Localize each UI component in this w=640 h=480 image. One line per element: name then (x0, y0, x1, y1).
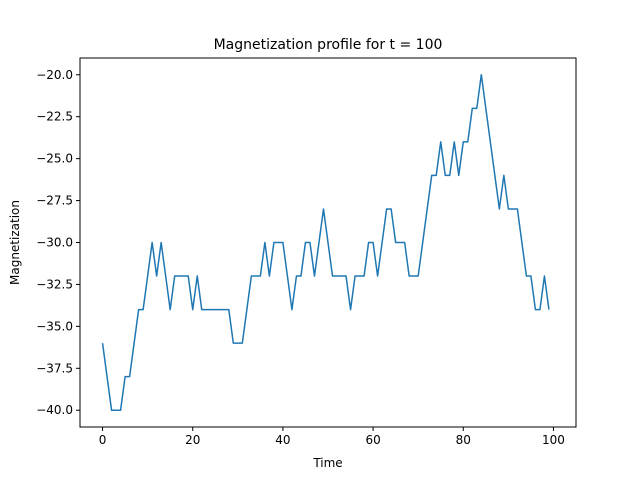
y-tick-label: −32.5 (36, 277, 73, 291)
y-tick-label: −20.0 (36, 68, 73, 82)
x-axis-label: Time (312, 456, 342, 470)
y-tick-label: −22.5 (36, 110, 73, 124)
y-tick-label: −35.0 (36, 319, 73, 333)
y-tick-label: −37.5 (36, 361, 73, 375)
y-axis: −40.0 −37.5 −35.0 −32.5 −30.0 −27.5 −25.0 −22.5… (36, 68, 80, 417)
y-tick-label: −40.0 (36, 403, 73, 417)
x-tick-label: 40 (275, 433, 290, 447)
magnetization-series-line (101, 74, 550, 411)
x-tick-label: 80 (456, 433, 471, 447)
chart-title: Magnetization profile for t = 100 (214, 37, 443, 53)
y-tick-label: −25.0 (36, 152, 73, 166)
x-axis: 0 20 40 60 80 100 (99, 427, 565, 447)
y-tick-label: −30.0 (36, 236, 73, 250)
x-tick-label: 20 (185, 433, 200, 447)
x-tick-label: 60 (365, 433, 380, 447)
series-layer (101, 74, 550, 411)
y-tick-label: −27.5 (36, 194, 73, 208)
x-tick-label: 100 (542, 433, 565, 447)
y-axis-label: Magnetization (8, 200, 22, 285)
x-tick-label: 0 (99, 433, 107, 447)
